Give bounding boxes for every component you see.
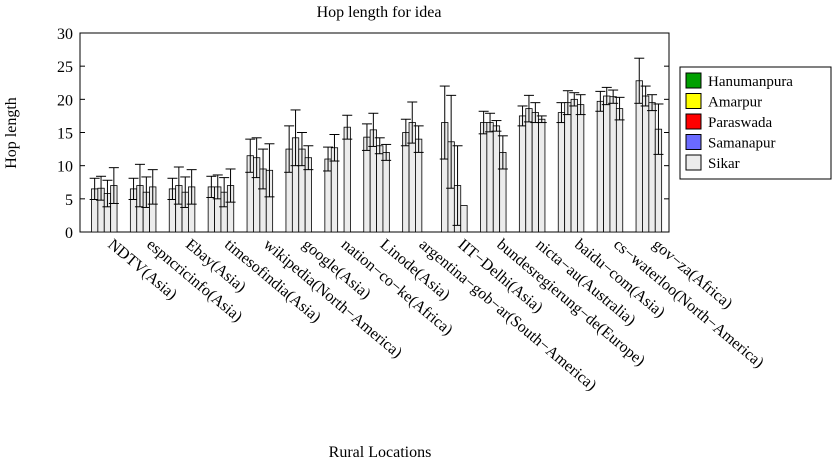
y-tick-label: 0 [65,225,73,242]
y-tick-label: 20 [57,92,73,109]
y-tick-label: 5 [65,192,73,209]
bar [492,125,501,233]
bar [648,102,656,233]
bar [642,95,650,233]
y-tick-label: 25 [57,59,73,76]
legend: Hanumanpura Amarpur Paraswada Samanapur Sika… [679,66,832,180]
bar [609,96,617,233]
bar [603,95,611,233]
bar [564,102,572,233]
legend-label: Samanapur [708,136,775,152]
x-tick-labels: NDTV(Asia)espncricinfo(Asia)Ebay(Asia)ti… [104,236,766,394]
y-axis-label: Hop length [3,97,20,169]
bar [615,108,624,233]
chart-title: Hop length for idea [317,4,442,21]
x-axis-label: Rural Locations [329,444,432,461]
bar [415,138,423,233]
legend-swatch [685,154,702,171]
bar [480,122,488,233]
bar [570,98,578,233]
legend-swatch [685,72,702,89]
legend-label: Amarpur [708,95,762,111]
bar [402,132,410,233]
y-axis: 0 5 10 15 20 25 30 [57,26,669,242]
legend-box [679,66,832,180]
bar [518,115,527,233]
legend-label: Sikar [708,156,740,172]
bar [376,145,384,233]
legend-swatch [685,93,702,109]
bar [382,151,390,233]
y-tick-label: 30 [57,26,73,43]
bar [538,118,546,233]
bar [557,112,566,233]
bar [577,104,585,233]
legend-swatch [685,134,702,150]
bar [460,205,468,233]
bar [363,136,371,233]
y-tick-label: 10 [57,159,73,176]
bar [531,112,539,233]
bar [343,126,351,233]
legend-label: Paraswada [708,115,772,131]
bars [89,57,664,233]
y-tick-label: 15 [57,126,73,143]
bar [525,108,533,233]
bar [596,100,604,233]
legend-label: Hanumanpura [708,74,793,90]
legend-swatch [685,113,702,130]
bar [486,122,494,233]
